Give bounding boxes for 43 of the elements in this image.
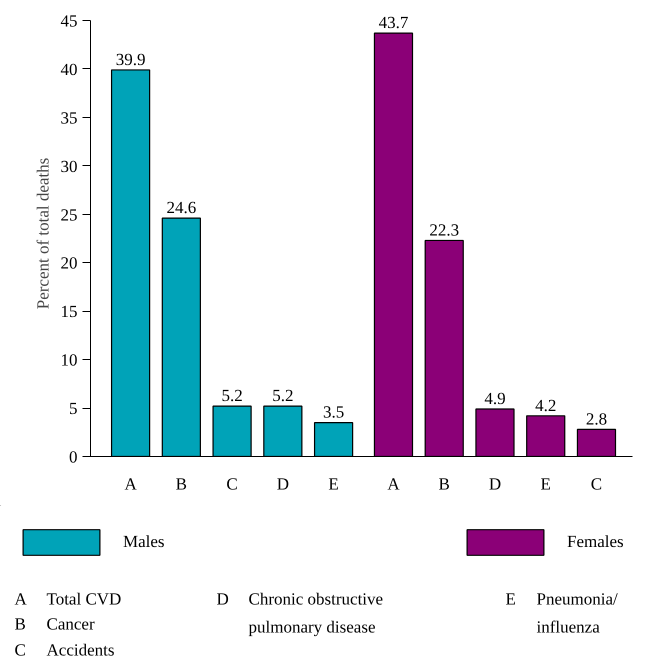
y-tick-label: 35 — [60, 108, 78, 128]
y-axis-title: Percent of total deaths — [34, 158, 52, 310]
text: C — [14, 640, 26, 660]
data-label: 22.3 — [429, 220, 460, 240]
y-tick-label: 0 — [69, 448, 78, 466]
y-tick-label: 45 — [60, 12, 78, 30]
text: Cancer — [46, 614, 95, 634]
data-label: 43.7 — [378, 13, 409, 32]
y-tick-label: 20 — [60, 254, 78, 273]
y-tick-label: 15 — [60, 302, 78, 322]
text: Accidents — [46, 640, 114, 660]
x-tick-label: D — [488, 474, 502, 494]
x-tick-label: E — [540, 474, 551, 494]
data-label: 2.8 — [586, 409, 608, 428]
x-tick-label: C — [226, 474, 238, 494]
x-tick-label: C — [590, 474, 602, 494]
legend-label: Males — [123, 532, 166, 552]
x-tick-label: A — [124, 474, 138, 494]
text: A — [14, 590, 28, 608]
text: D — [216, 590, 229, 608]
data-label: 5.2 — [272, 386, 294, 406]
y-tick-label: 25 — [60, 205, 78, 224]
x-tick-label: B — [438, 474, 450, 494]
y-tick-label: 5 — [69, 399, 78, 418]
data-label: 24.6 — [166, 198, 196, 218]
text: B — [14, 614, 26, 634]
y-tick-label: 40 — [60, 60, 78, 79]
y-tick-label: 30 — [60, 156, 78, 176]
data-label: 39.9 — [116, 50, 146, 69]
x-tick-label: D — [276, 474, 289, 494]
text: Pneumonia/ influenza — [536, 590, 618, 636]
text: E — [506, 590, 516, 608]
data-label: 3.5 — [322, 402, 344, 422]
x-tick-label: B — [176, 474, 188, 494]
data-label: 4.2 — [535, 396, 556, 415]
data-label: 5.2 — [221, 386, 243, 406]
x-tick-label: A — [387, 474, 400, 494]
text: Total CVD — [46, 590, 122, 608]
text: Chronic obstructive pulmonary disease — [248, 590, 384, 636]
data-label: 4.9 — [484, 389, 506, 408]
y-tick-label: 10 — [60, 350, 78, 370]
legend-label: Females — [567, 532, 625, 552]
x-tick-label: E — [328, 474, 339, 494]
